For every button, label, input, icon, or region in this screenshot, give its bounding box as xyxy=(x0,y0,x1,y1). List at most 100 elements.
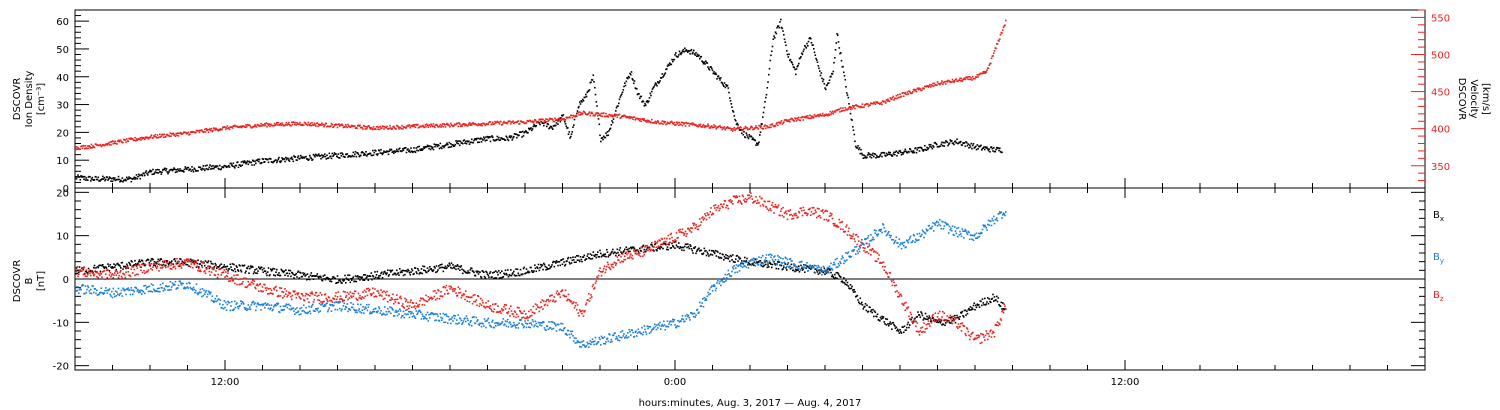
bx-point-series-point xyxy=(354,280,356,283)
ion-density-point-series-point xyxy=(981,149,983,151)
bx-point-series-point xyxy=(903,325,906,328)
ion-density-point-series-point xyxy=(564,123,567,125)
by-point-series-point xyxy=(88,290,91,292)
bx-point-series-point xyxy=(474,274,477,277)
bx-point-series-point xyxy=(885,324,888,326)
by-point-series-point xyxy=(148,285,151,288)
bx-point-series-point xyxy=(654,243,656,246)
bx-point-series-point xyxy=(954,314,956,317)
by-point-series-point xyxy=(255,305,258,308)
velocity-point-series-point xyxy=(906,91,909,93)
ion-density-point-series-point xyxy=(489,140,492,143)
velocity-point-series-point xyxy=(537,120,540,123)
ion-density-point-series-point xyxy=(114,177,116,179)
velocity-point-series-point xyxy=(440,126,442,128)
by-point-series-point xyxy=(560,322,562,325)
bx-point-series-point xyxy=(564,263,567,266)
by-point-series-point xyxy=(356,311,358,314)
ion-density-point-series-point xyxy=(630,73,632,76)
ion-density-point-series-point xyxy=(777,25,780,27)
ion-density-point-series-point xyxy=(75,176,77,178)
bx-point-series-point xyxy=(367,279,370,281)
by-point-series-point xyxy=(448,319,451,321)
bx-point-series-point xyxy=(804,271,806,273)
velocity-point-series-point xyxy=(345,125,348,128)
ion-density-point-series-point xyxy=(854,140,856,143)
ion-density-point-series-point xyxy=(497,138,499,141)
bx-point-series-point xyxy=(932,317,934,319)
ion-density-point-series-point xyxy=(659,80,661,82)
ion-density-point-series-point xyxy=(644,103,646,105)
by-point-series-point xyxy=(109,293,112,296)
ion-density-point-series-point xyxy=(837,41,840,43)
by-point-series-point xyxy=(249,308,252,311)
ion-density-point-series-point xyxy=(874,153,877,156)
bx-point-series-point xyxy=(860,303,862,305)
by-point-series-point xyxy=(277,302,280,305)
ion-density-point-series-point xyxy=(539,123,541,126)
velocity-point-series-point xyxy=(110,144,112,146)
by-point-series-point xyxy=(482,322,484,325)
velocity-point-series-point xyxy=(867,105,870,108)
by-point-series-point xyxy=(717,280,719,282)
bx-point-series-point xyxy=(339,280,342,283)
bx-point-series-point xyxy=(361,276,364,278)
by-point-series-point xyxy=(387,307,389,310)
ion-density-point-series-point xyxy=(387,150,389,153)
bx-point-series-point xyxy=(288,269,290,272)
by-point-series-point xyxy=(406,308,409,311)
bx-point-series-point xyxy=(930,320,933,322)
velocity-point-series-point xyxy=(156,136,158,139)
bx-point-series-point xyxy=(342,280,345,282)
velocity-point-series-point xyxy=(810,117,812,120)
by-point-series-point xyxy=(759,261,761,263)
ion-density-point-series-point xyxy=(690,49,692,52)
ion-density-point-series-point xyxy=(388,150,391,153)
by-point-series-point xyxy=(450,318,453,320)
velocity-point-series-point xyxy=(492,121,494,124)
by-point-series-point xyxy=(132,293,134,296)
bx-point-series-point xyxy=(845,279,847,282)
velocity-point-series-point xyxy=(808,117,811,120)
ion-density-point-series-point xyxy=(627,77,629,80)
bx-point-series-point xyxy=(204,260,207,262)
bx-point-series-point xyxy=(900,332,903,334)
velocity-point-series-point xyxy=(269,125,271,128)
bx-point-series-point xyxy=(828,267,830,270)
ion-density-point-series-point xyxy=(215,166,217,168)
bx-point-series-point xyxy=(196,262,199,265)
ion-density-point-series-point xyxy=(791,61,793,64)
velocity-point-series-point xyxy=(108,142,110,144)
bx-point-series-point xyxy=(252,272,255,275)
bx-point-series-point xyxy=(726,257,728,259)
velocity-point-series-point xyxy=(315,125,317,127)
by-point-series-point xyxy=(752,259,754,262)
by-point-series-point xyxy=(554,323,556,325)
ion-density-point-series-point xyxy=(933,146,935,148)
ion-density-point-series-point xyxy=(277,158,280,160)
by-point-series-point xyxy=(292,307,295,309)
velocity-point-series-point xyxy=(106,144,109,146)
by-point-series-point xyxy=(559,328,562,331)
velocity-point-series-point xyxy=(769,124,772,126)
ion-density-point-series-point xyxy=(852,129,855,131)
by-point-series-point xyxy=(764,259,766,261)
by-point-series-point xyxy=(279,305,282,308)
velocity-point-series-point xyxy=(287,123,289,125)
velocity-point-series-point xyxy=(501,123,504,126)
velocity-point-series-point xyxy=(899,93,901,95)
bx-point-series-point xyxy=(777,268,780,270)
by-point-series-point xyxy=(576,341,578,344)
by-point-series-point xyxy=(93,291,95,294)
velocity-point-series xyxy=(75,19,1007,151)
bx-point-series-point xyxy=(708,255,710,257)
velocity-point-series-point xyxy=(632,118,634,121)
by-point-series-point xyxy=(394,311,397,313)
velocity-point-series-point xyxy=(887,98,889,101)
by-point-series-point xyxy=(143,285,145,287)
ion-density-point-series-point xyxy=(442,145,445,147)
velocity-point-series-point xyxy=(990,57,993,60)
bx-point-series-point xyxy=(770,263,772,265)
by-point-series-point xyxy=(735,267,737,269)
velocity-point-series-point xyxy=(174,133,176,136)
